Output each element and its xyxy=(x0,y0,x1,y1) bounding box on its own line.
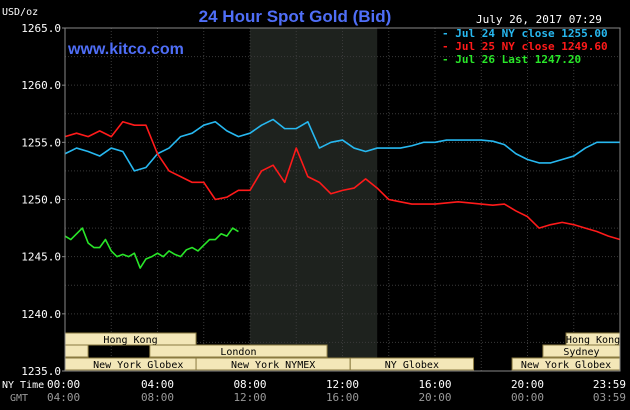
unit-label: USD/oz xyxy=(2,7,38,18)
y-tick-label: 1265.0 xyxy=(21,22,61,35)
session-label: New York Globex xyxy=(93,360,183,371)
x-tick-label-secondary: 20:00 xyxy=(418,391,451,404)
y-tick-labels: 1235.0 1240.0 1245.0 1250.0 1255.0 1260.0 1265… xyxy=(21,22,65,378)
chart-title: 24 Hour Spot Gold (Bid) xyxy=(199,7,392,26)
series-line-2 xyxy=(64,120,621,241)
legend-entry-jul25: - Jul 25 NY close 1249.60 xyxy=(442,40,608,53)
session-label: Sydney xyxy=(563,347,599,358)
x-tick-label-primary: 04:00 xyxy=(141,378,174,391)
x-axis-secondary-name: GMT xyxy=(10,393,28,404)
x-tick-label-secondary: 04:00 xyxy=(47,391,80,404)
session-label: London xyxy=(220,347,256,358)
x-tick-label-secondary: 16:00 xyxy=(326,391,359,404)
session-label: New York Globex xyxy=(521,360,611,371)
session-label: Hong Kong xyxy=(566,335,620,346)
x-tick-label-primary: 20:00 xyxy=(511,378,544,391)
y-tick-label: 1260.0 xyxy=(21,79,61,92)
x-tick-label-primary: 16:00 xyxy=(418,378,451,391)
x-tick-label-primary: 12:00 xyxy=(326,378,359,391)
x-tick-label-primary: 08:00 xyxy=(233,378,266,391)
x-tick-labels: 00:00 04:00 08:00 12:00 16:00 20:00 23:5904:00… xyxy=(47,378,626,404)
x-tick-label-secondary: 00:00 xyxy=(511,391,544,404)
session-bars: Hong Kong London New York Globex New York N… xyxy=(64,332,621,371)
x-tick-label-secondary: 08:00 xyxy=(141,391,174,404)
session-bar xyxy=(64,344,89,358)
x-tick-label-primary: 23:59 xyxy=(593,378,626,391)
session-label: Hong Kong xyxy=(103,335,157,346)
y-tick-label: 1240.0 xyxy=(21,308,61,321)
session-label: New York NYMEX xyxy=(231,360,315,371)
series-lines xyxy=(64,118,621,269)
x-tick-label-secondary: 03:59 xyxy=(593,391,626,404)
y-tick-label: 1235.0 xyxy=(21,365,61,378)
session-bar xyxy=(349,357,475,371)
y-tick-label: 1250.0 xyxy=(21,194,61,207)
x-tick-label-primary: 00:00 xyxy=(47,378,80,391)
legend-entry-jul26: - Jul 26 Last 1247.20 xyxy=(442,53,581,66)
y-tick-label: 1245.0 xyxy=(21,251,61,264)
series-line-3 xyxy=(64,227,239,269)
x-axis-primary-name: NY Time xyxy=(2,380,44,391)
watermark: www.kitco.com xyxy=(67,41,184,58)
legend-entry-jul24: - Jul 24 NY close 1255.00 xyxy=(442,27,608,40)
timestamp: July 26, 2017 07:29 xyxy=(476,13,602,26)
session-label: NY Globex xyxy=(385,360,439,371)
y-tick-label: 1255.0 xyxy=(21,136,61,149)
night-band xyxy=(250,28,378,371)
x-tick-label-secondary: 12:00 xyxy=(233,391,266,404)
session-bar xyxy=(149,344,328,358)
